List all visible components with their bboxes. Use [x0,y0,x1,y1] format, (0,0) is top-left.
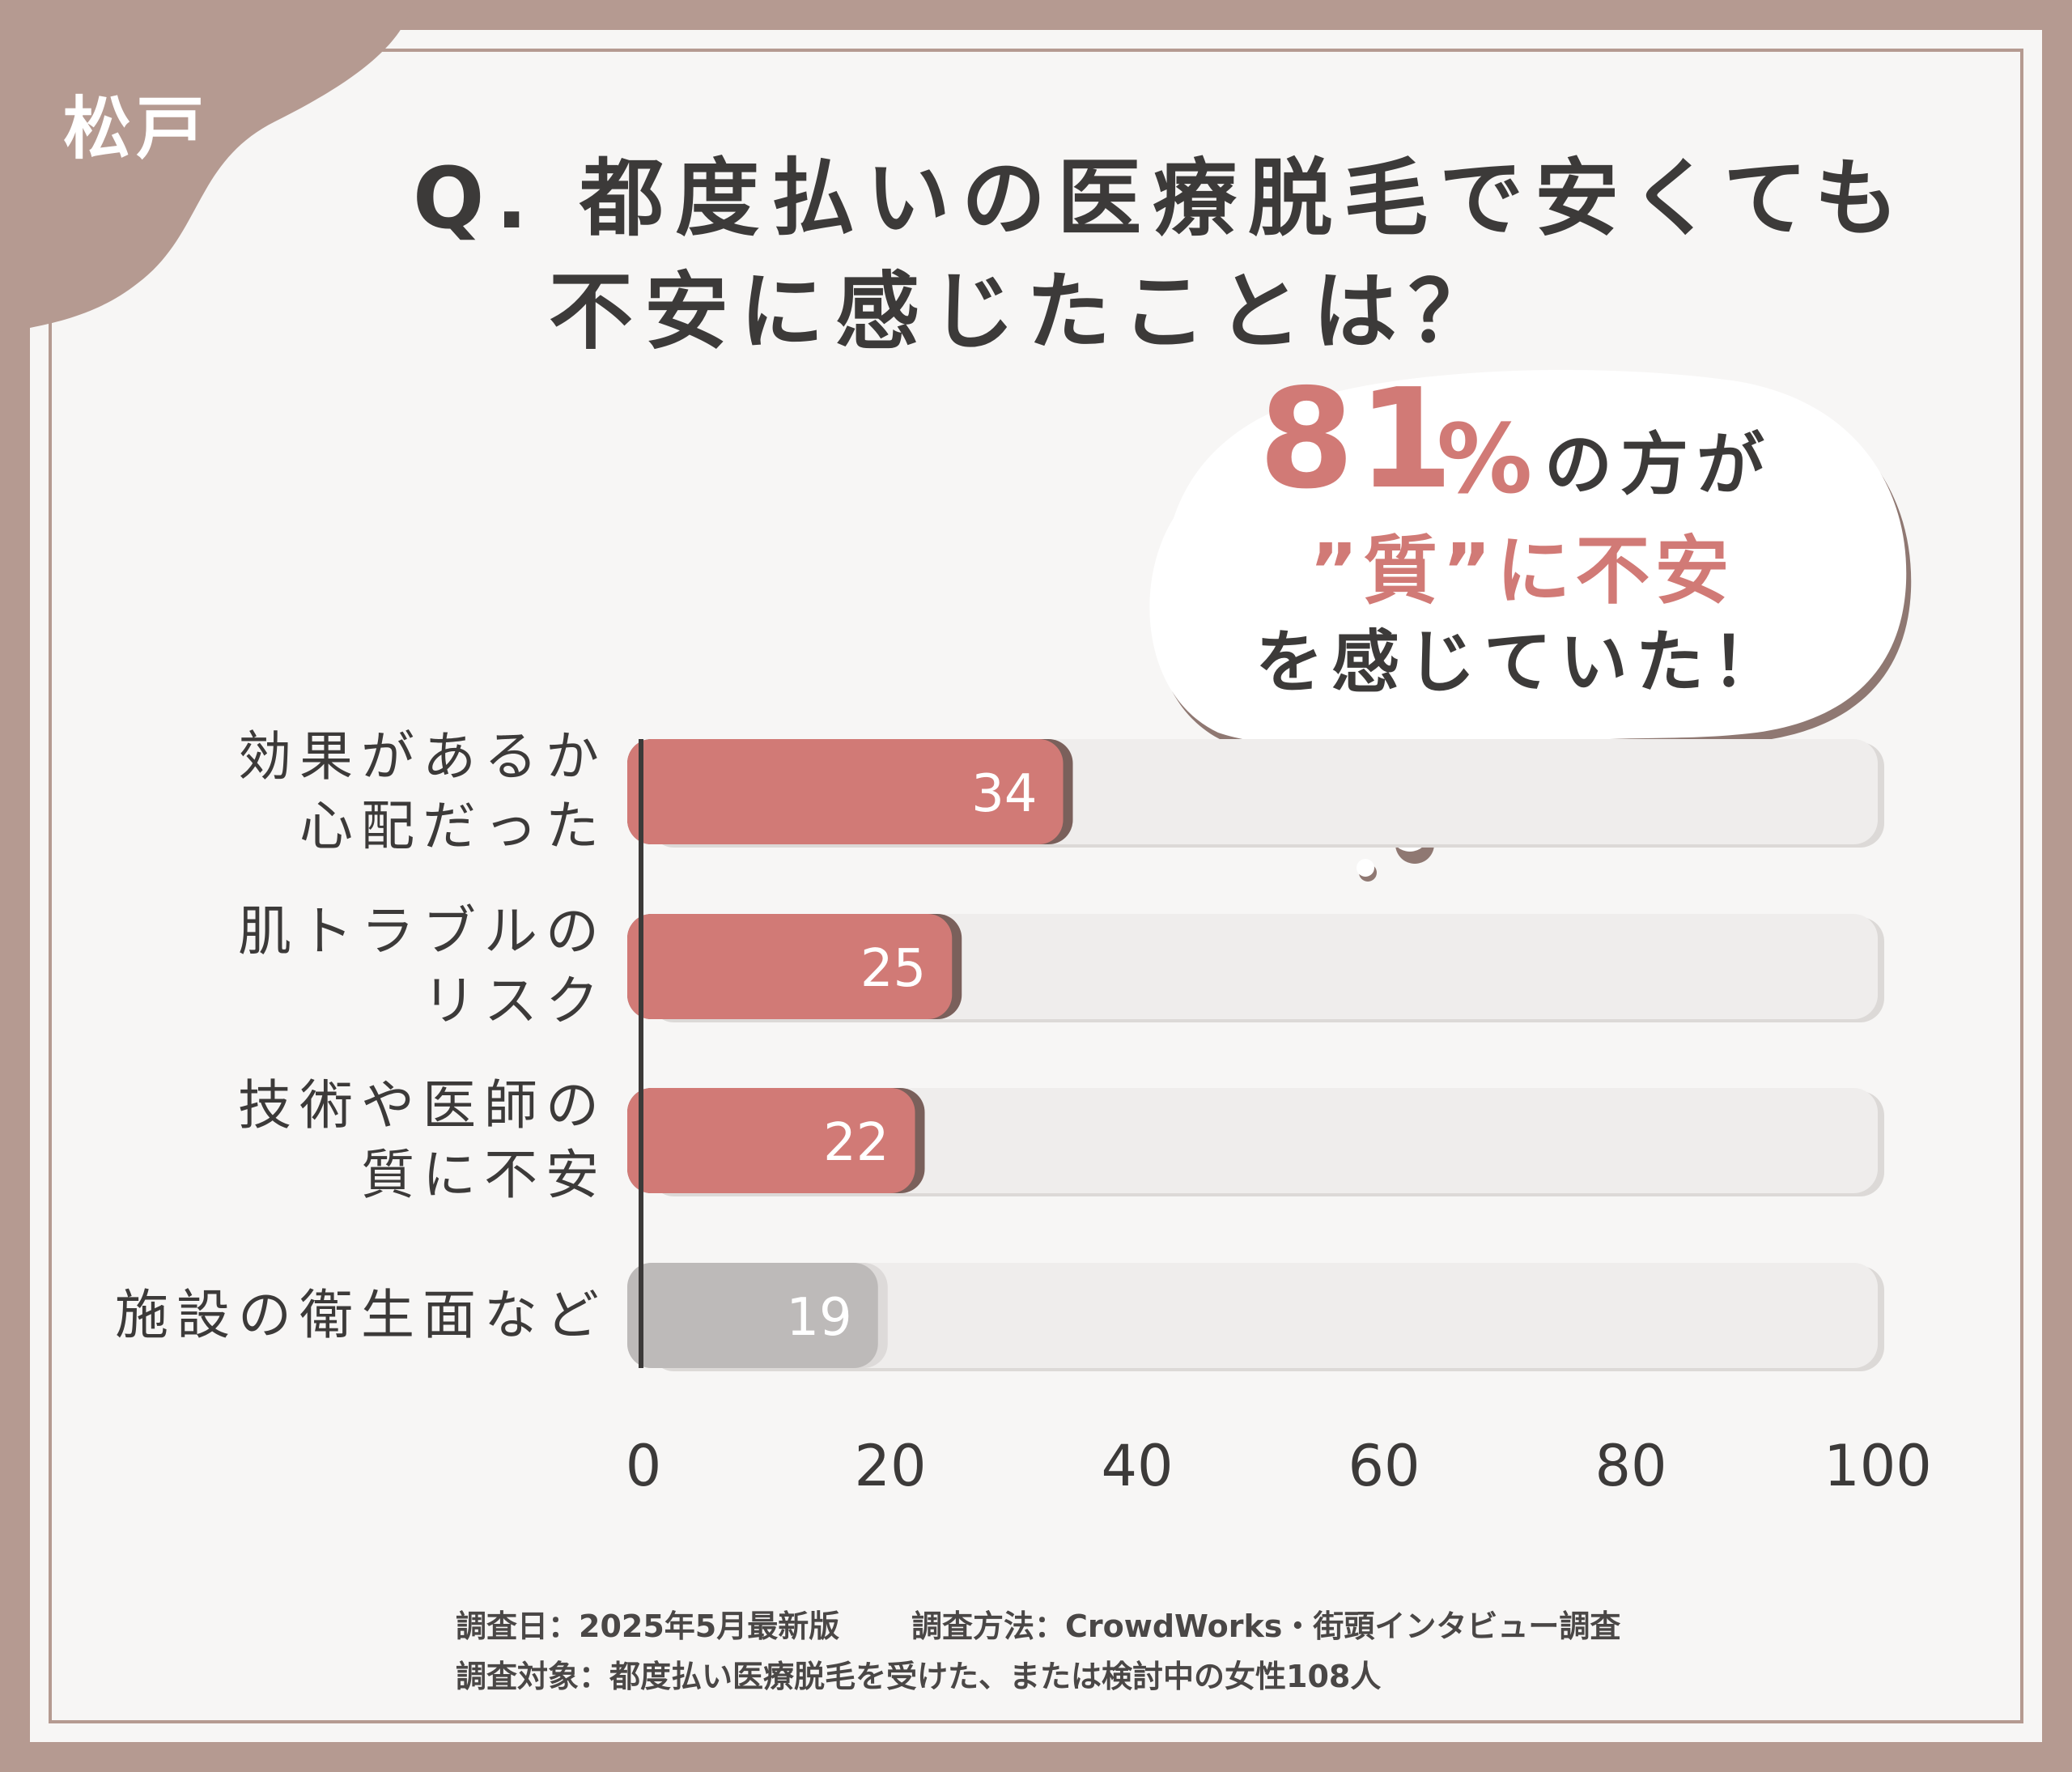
x-tick-label: 80 [1594,1433,1667,1499]
footer-date: 調査日：2025年5月最新版 [456,1608,840,1644]
question-title-line-2: 不安に感じたことは？ [549,262,1505,361]
bar [627,1088,915,1193]
x-tick-label: 0 [626,1433,662,1499]
card-border [49,49,2023,1723]
bar-track [643,1263,1878,1368]
callout-percent-sign: % [1437,403,1533,515]
corner-tag-shape [0,0,413,332]
category-label-line: 施設の衛生面など [115,1284,607,1346]
bar-track [643,1088,1878,1193]
category-label-line: 効果があるか [238,725,607,788]
card [30,30,2042,1742]
category-label-line: 肌トラブルの [238,900,607,962]
footer-method: 調査方法：CrowdWorks・街頭インタビュー調査 [911,1608,1621,1644]
category-label: 技術や医師の質に不安 [238,1071,607,1210]
category-label-line: リスク [422,970,607,1032]
bar-value-label: 19 [786,1288,851,1348]
x-tick-label: 100 [1824,1433,1932,1499]
x-tick-label: 40 [1101,1433,1173,1499]
category-label: 効果があるか心配だった [238,722,607,861]
callout-conclusion: を感じていた！ [1255,623,1788,702]
x-tick-label: 20 [854,1433,926,1499]
bar [627,1263,878,1368]
category-label-line: 技術や医師の [238,1074,607,1137]
category-label: 施設の衛生面など [115,1281,607,1350]
callout-suffix: の方が [1544,425,1773,504]
bar-value-label: 22 [823,1113,889,1173]
bar [627,739,1064,844]
category-label-line: 質に不安 [361,1144,607,1206]
bar [627,914,953,1019]
bar-value-label: 25 [860,939,926,999]
bar-value-label: 34 [971,764,1037,824]
question-title-line-1: Q. 都度払いの医療脱毛で安くても [413,149,1910,248]
location-tag: 松戸 [63,89,210,168]
category-label: 肌トラブルのリスク [238,897,607,1036]
footer-target: 調査対象：都度払い医療脱毛を受けた、または検討中の女性108人 [456,1659,1382,1694]
y-axis-line [639,739,643,1368]
callout-emphasis: ”質”に不安 [1309,528,1734,614]
category-label-line: 心配だった [299,795,607,857]
callout-percentage: 81 [1259,359,1457,520]
x-tick-label: 60 [1348,1433,1420,1499]
